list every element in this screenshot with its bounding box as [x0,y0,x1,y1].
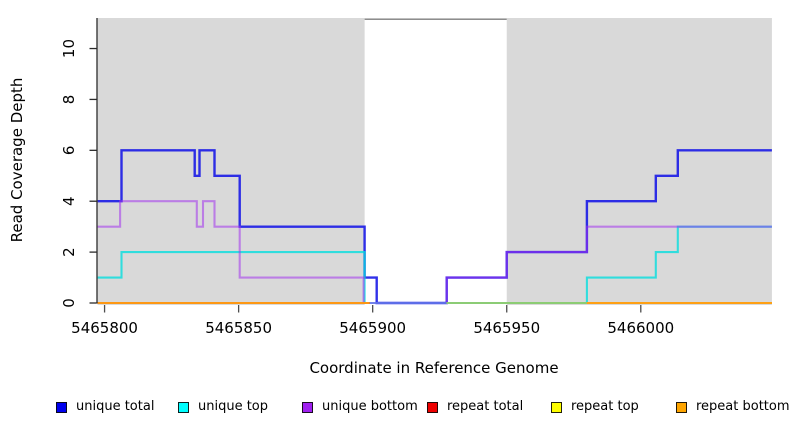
x-tick-label: 5465800 [71,319,138,337]
y-tick-label: 2 [60,247,78,257]
x-axis-title: Coordinate in Reference Genome [309,359,558,377]
series-line-unique-total [97,149,772,305]
shaded-repeat-region [97,18,365,305]
shaded-repeat-region [506,18,772,305]
legend-label: repeat bottom [696,399,790,414]
legend-swatch-repeat-top [551,401,562,413]
y-axis-title: Read Coverage Depth [8,78,26,243]
legend-item-unique-total: unique total [56,399,155,414]
legend-swatch-repeat-bottom [676,401,687,413]
legend-swatch-repeat-total [427,401,438,413]
series-line-unique-bottom [97,200,772,305]
legend-item-repeat-top: repeat top [551,399,639,414]
legend-label: unique total [76,399,155,414]
legend-item-unique-bottom: unique bottom [302,399,418,414]
legend-swatch-unique-total [56,401,67,413]
y-tick-label: 10 [60,39,78,58]
series-lines-group [97,149,772,305]
y-tick-label: 0 [60,298,78,308]
y-tick-label: 8 [60,95,78,105]
shaded-regions-group [97,18,772,305]
coverage-plot-svg: 0 2 4 6 8 10 5465800 5465850 5465900 5465950 54660… [8,18,772,377]
x-tick-label: 5465900 [339,319,406,337]
x-tick-label: 5466000 [607,319,674,337]
axes-group: 0 2 4 6 8 10 5465800 5465850 5465900 5465950 54660… [60,18,674,337]
y-tick-label: 6 [60,146,78,156]
legend-item-repeat-total: repeat total [427,399,524,414]
legend-label: unique bottom [322,399,418,414]
y-tick-label: 4 [60,196,78,206]
legend-item-unique-top: unique top [178,399,269,414]
legend-label: repeat total [447,399,524,414]
series-line-unique-top [97,225,772,305]
legend-label: unique top [198,399,269,414]
legend-item-repeat-bottom: repeat bottom [676,399,790,414]
x-tick-label: 5465850 [205,319,272,337]
legend-swatch-unique-bottom [302,401,313,413]
x-tick-label: 5465950 [473,319,540,337]
legend-swatch-unique-top [178,401,189,413]
legend-label: repeat top [571,399,639,414]
